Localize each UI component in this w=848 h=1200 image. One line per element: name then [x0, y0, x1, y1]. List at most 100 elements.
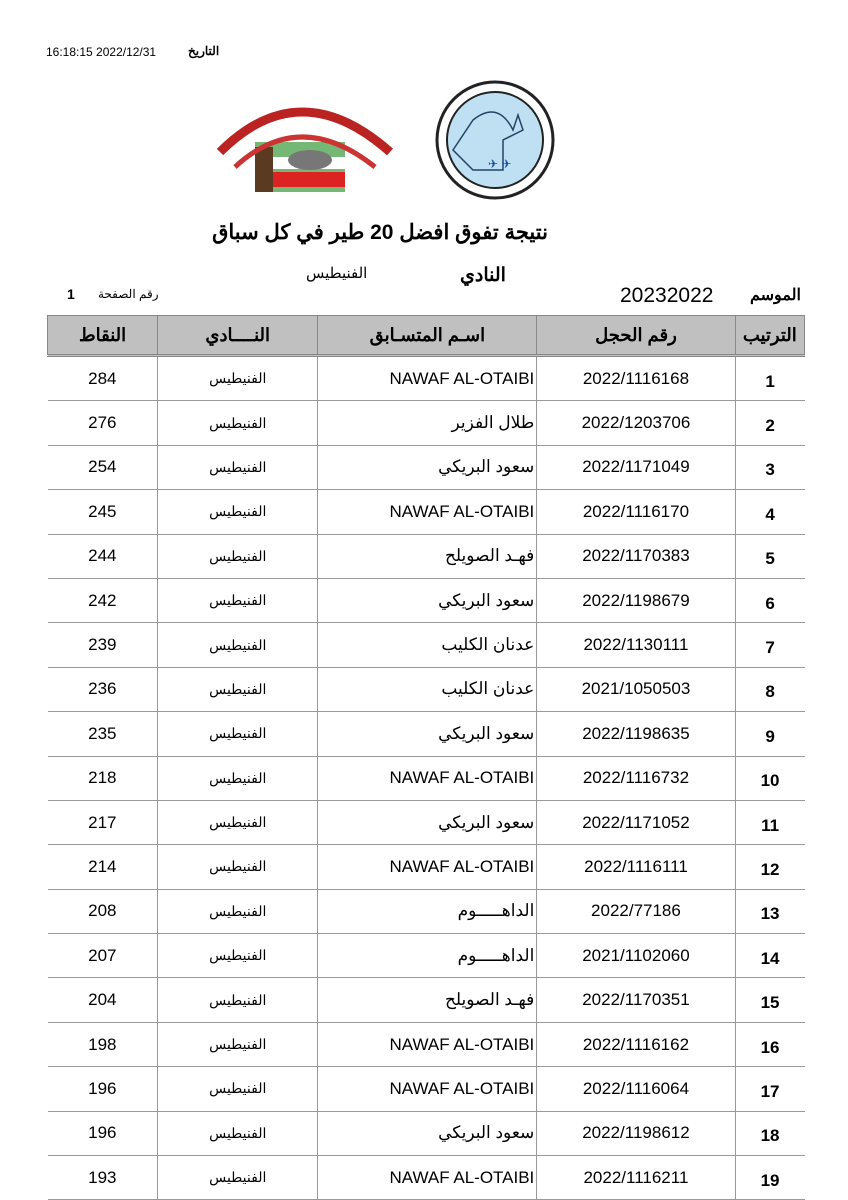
ring-number-cell: 2022/1116211	[536, 1155, 736, 1200]
rank-cell: 14	[734, 933, 805, 979]
ring-number-cell: 2022/1171049	[536, 445, 736, 491]
ring-number-cell: 2022/1116064	[536, 1066, 736, 1112]
club-cell: الفنيطيس	[157, 1111, 318, 1157]
rank-cell: 3	[734, 445, 805, 491]
points-cell: 254	[47, 445, 158, 491]
table-row: 1 2022/1116168 NAWAF AL-OTAIBI الفنيطيس 284	[47, 355, 805, 402]
table-row: 13 2022/77186 الداهـــــوم الفنيطيس 208	[47, 889, 805, 935]
svg-text:✈ ✈: ✈ ✈	[488, 157, 511, 171]
club-cell: الفنيطيس	[157, 445, 318, 491]
club-cell: الفنيطيس	[157, 977, 318, 1023]
ring-number-cell: 2022/1203706	[536, 400, 736, 446]
points-cell: 276	[47, 400, 158, 446]
points-cell: 239	[47, 622, 158, 668]
ring-number-cell: 2022/1170383	[536, 534, 736, 579]
competitor-name-cell: NAWAF AL-OTAIBI	[317, 489, 537, 535]
rank-cell: 13	[734, 889, 805, 935]
club-cell: الفنيطيس	[157, 578, 318, 624]
competitor-name-cell: NAWAF AL-OTAIBI	[317, 756, 537, 801]
season-value: 20232022	[620, 284, 714, 307]
rank-cell: 9	[734, 711, 805, 757]
points-cell: 214	[47, 844, 158, 890]
rank-cell: 2	[734, 400, 805, 446]
col-points: النقاط	[46, 315, 159, 357]
club-cell: الفنيطيس	[157, 933, 318, 979]
points-cell: 196	[47, 1066, 158, 1112]
table-row: 9 2022/1198635 سعود البريكي الفنيطيس 235	[47, 711, 805, 757]
club-cell: الفنيطيس	[157, 622, 318, 668]
points-cell: 207	[47, 933, 158, 979]
table-row: 4 2022/1116170 NAWAF AL-OTAIBI الفنيطيس 245	[47, 489, 805, 535]
rank-cell: 18	[734, 1111, 805, 1157]
rank-cell: 6	[734, 578, 805, 624]
rank-cell: 4	[734, 489, 805, 535]
table-row: 6 2022/1198679 سعود البريكي الفنيطيس 242	[47, 578, 805, 624]
table-row: 2 2022/1203706 طلال الفزير الفنيطيس 276	[47, 400, 805, 446]
rank-cell: 16	[734, 1022, 805, 1068]
competitor-name-cell: فهـد الصويلح	[317, 977, 537, 1023]
table-row: 7 2022/1130111 عدنان الكليب الفنيطيس 239	[47, 622, 805, 668]
competitor-name-cell: سعود البريكي	[317, 445, 537, 491]
club-cell: الفنيطيس	[157, 400, 318, 446]
club-label: النادي	[460, 265, 506, 286]
table-row: 15 2022/1170351 فهـد الصويلح الفنيطيس 204	[47, 977, 805, 1023]
date-label: التاريخ	[188, 44, 220, 58]
ring-number-cell: 2021/1050503	[536, 667, 736, 713]
table-row: 5 2022/1170383 فهـد الصويلح الفنيطيس 244	[47, 534, 805, 579]
ring-number-cell: 2022/1116170	[536, 489, 736, 535]
date-value: 16:18:15 2022/12/31	[46, 45, 157, 59]
points-cell: 198	[47, 1022, 158, 1068]
competitor-name-cell: NAWAF AL-OTAIBI	[317, 1155, 537, 1200]
ring-number-cell: 2021/1102060	[536, 933, 736, 979]
rank-cell: 5	[734, 534, 805, 579]
points-cell: 244	[47, 534, 158, 579]
club-cell: الفنيطيس	[157, 489, 318, 535]
rank-cell: 10	[734, 756, 805, 801]
col-club: النــــادي	[157, 315, 319, 357]
col-name: اسـم المتسـابق	[317, 315, 538, 357]
competitor-name-cell: NAWAF AL-OTAIBI	[317, 1022, 537, 1068]
competitor-name-cell: عدنان الكليب	[317, 622, 537, 668]
table-row: 14 2021/1102060 الداهـــــوم الفنيطيس 207	[47, 933, 805, 979]
competitor-name-cell: سعود البريكي	[317, 711, 537, 757]
competitor-name-cell: NAWAF AL-OTAIBI	[317, 844, 537, 890]
table-row: 3 2022/1171049 سعود البريكي الفنيطيس 254	[47, 445, 805, 491]
rank-cell: 12	[734, 844, 805, 890]
ring-number-cell: 2022/1198612	[536, 1111, 736, 1157]
points-cell: 196	[47, 1111, 158, 1157]
club-cell: الفنيطيس	[157, 667, 318, 713]
rank-cell: 17	[734, 1066, 805, 1112]
club-cell: الفنيطيس	[157, 534, 318, 579]
table-row: 8 2021/1050503 عدنان الكليب الفنيطيس 236	[47, 667, 805, 713]
table-row: 19 2022/1116211 NAWAF AL-OTAIBI الفنيطيس 193	[47, 1155, 805, 1200]
competitor-name-cell: NAWAF AL-OTAIBI	[317, 355, 537, 402]
col-ring: رقم الحجل	[536, 315, 736, 357]
points-cell: 208	[47, 889, 158, 935]
competitor-name-cell: الداهـــــوم	[317, 889, 537, 935]
points-cell: 204	[47, 977, 158, 1023]
federation-logo: ✈ ✈	[435, 80, 555, 200]
ring-number-cell: 2022/1116162	[536, 1022, 736, 1068]
competitor-name-cell: NAWAF AL-OTAIBI	[317, 1066, 537, 1112]
rank-cell: 1	[734, 355, 805, 402]
table-row: 18 2022/1198612 سعود البريكي الفنيطيس 196	[47, 1111, 805, 1157]
table-row: 12 2022/1116111 NAWAF AL-OTAIBI الفنيطيس 214	[47, 844, 805, 890]
ring-number-cell: 2022/1170351	[536, 977, 736, 1023]
club-cell: الفنيطيس	[157, 711, 318, 757]
competitor-name-cell: طلال الفزير	[317, 400, 537, 446]
competitor-name-cell: الداهـــــوم	[317, 933, 537, 979]
competitor-name-cell: سعود البريكي	[317, 578, 537, 624]
points-cell: 193	[47, 1155, 158, 1200]
competitor-name-cell: سعود البريكي	[317, 1111, 537, 1157]
rank-cell: 8	[734, 667, 805, 713]
competitor-name-cell: عدنان الكليب	[317, 667, 537, 713]
club-cell: الفنيطيس	[157, 844, 318, 890]
table-header: الترتيب رقم الحجل اسـم المتسـابق النــــ…	[46, 315, 806, 357]
ring-number-cell: 2022/1116168	[536, 355, 736, 402]
rank-cell: 15	[734, 977, 805, 1023]
club-cell: الفنيطيس	[157, 1066, 318, 1112]
club-logo	[216, 107, 393, 192]
results-table: الترتيب رقم الحجل اسـم المتسـابق النــــ…	[46, 315, 806, 1200]
ring-number-cell: 2022/1171052	[536, 800, 736, 846]
